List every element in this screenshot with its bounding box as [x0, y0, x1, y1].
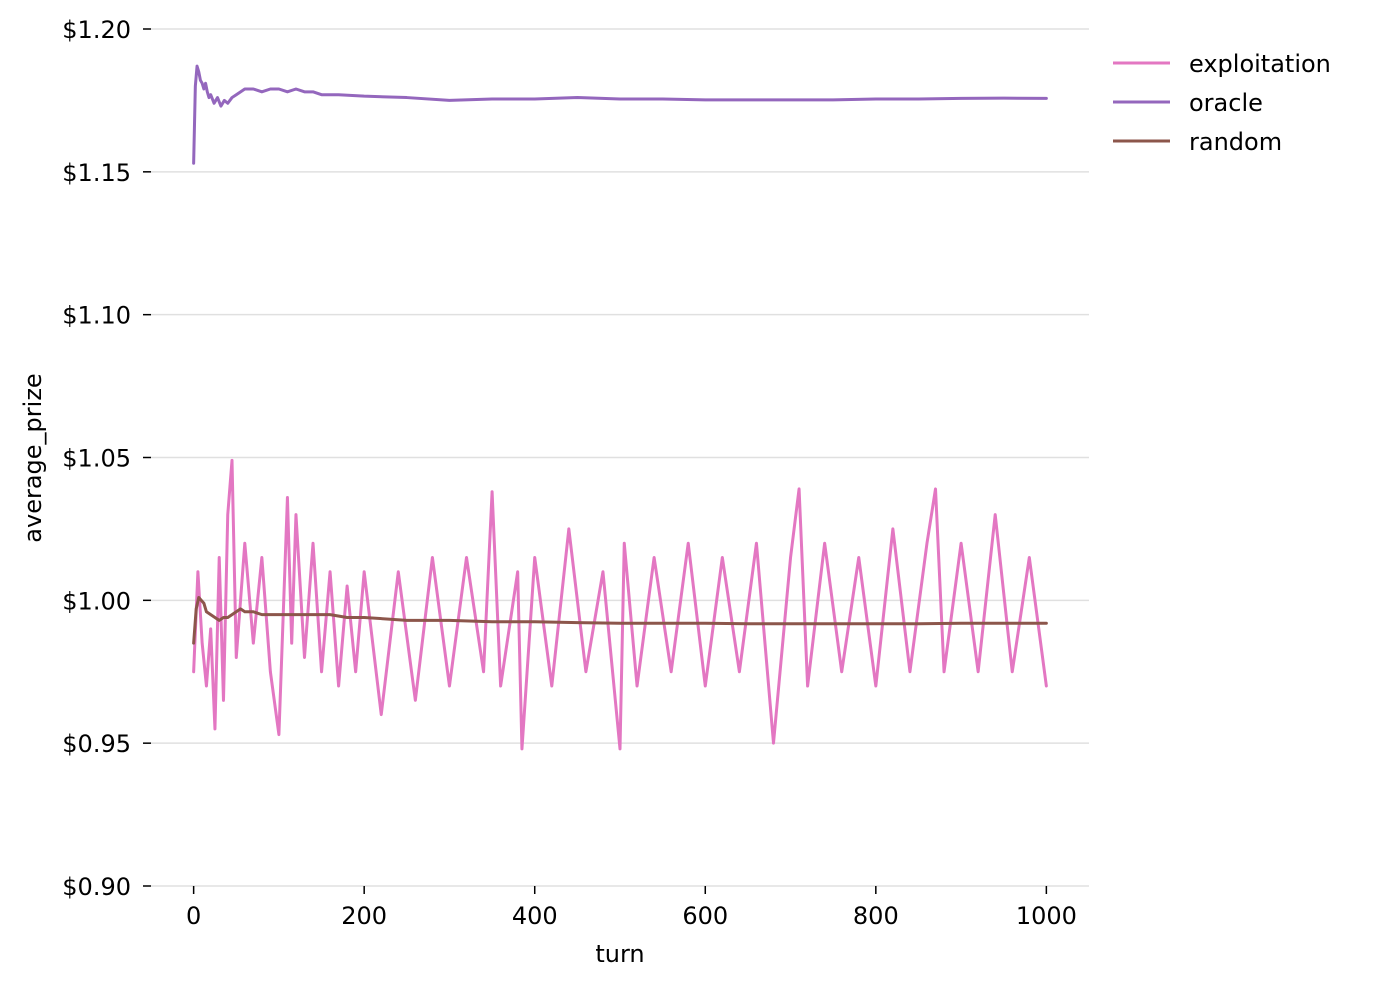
y-tick-label: $0.95 [62, 730, 131, 758]
y-tick-label: $1.20 [62, 16, 131, 44]
legend-label-exploitation: exploitation [1189, 50, 1331, 78]
y-axis: $0.90 $0.95 $1.00 $1.05 $1.10 $1.15 $1.20 [62, 16, 151, 901]
y-tick-label: $1.00 [62, 587, 131, 615]
x-tick-label: 0 [186, 902, 201, 930]
series-line-oracle [192, 64, 1048, 165]
x-axis-label: turn [595, 940, 644, 968]
x-tick-label: 400 [512, 902, 558, 930]
x-tick-label: 1000 [1016, 902, 1077, 930]
legend-label-oracle: oracle [1189, 89, 1263, 117]
series-lines [192, 64, 1048, 751]
y-tick-label: $1.05 [62, 445, 131, 473]
x-tick-label: 200 [341, 902, 387, 930]
y-tick-label: $1.15 [62, 159, 131, 187]
x-tick-label: 600 [682, 902, 728, 930]
series-line-exploitation [192, 458, 1048, 751]
y-tick-label: $1.10 [62, 302, 131, 330]
series-line-random [192, 595, 1048, 645]
legend: exploitation oracle random [1113, 50, 1331, 156]
legend-label-random: random [1189, 128, 1282, 156]
y-axis-label: average_prize [19, 373, 47, 542]
x-tick-label: 800 [853, 902, 899, 930]
y-tick-label: $0.90 [62, 873, 131, 901]
gridlines [151, 28, 1089, 887]
x-axis: 0 200 400 600 800 1000 [186, 886, 1077, 930]
